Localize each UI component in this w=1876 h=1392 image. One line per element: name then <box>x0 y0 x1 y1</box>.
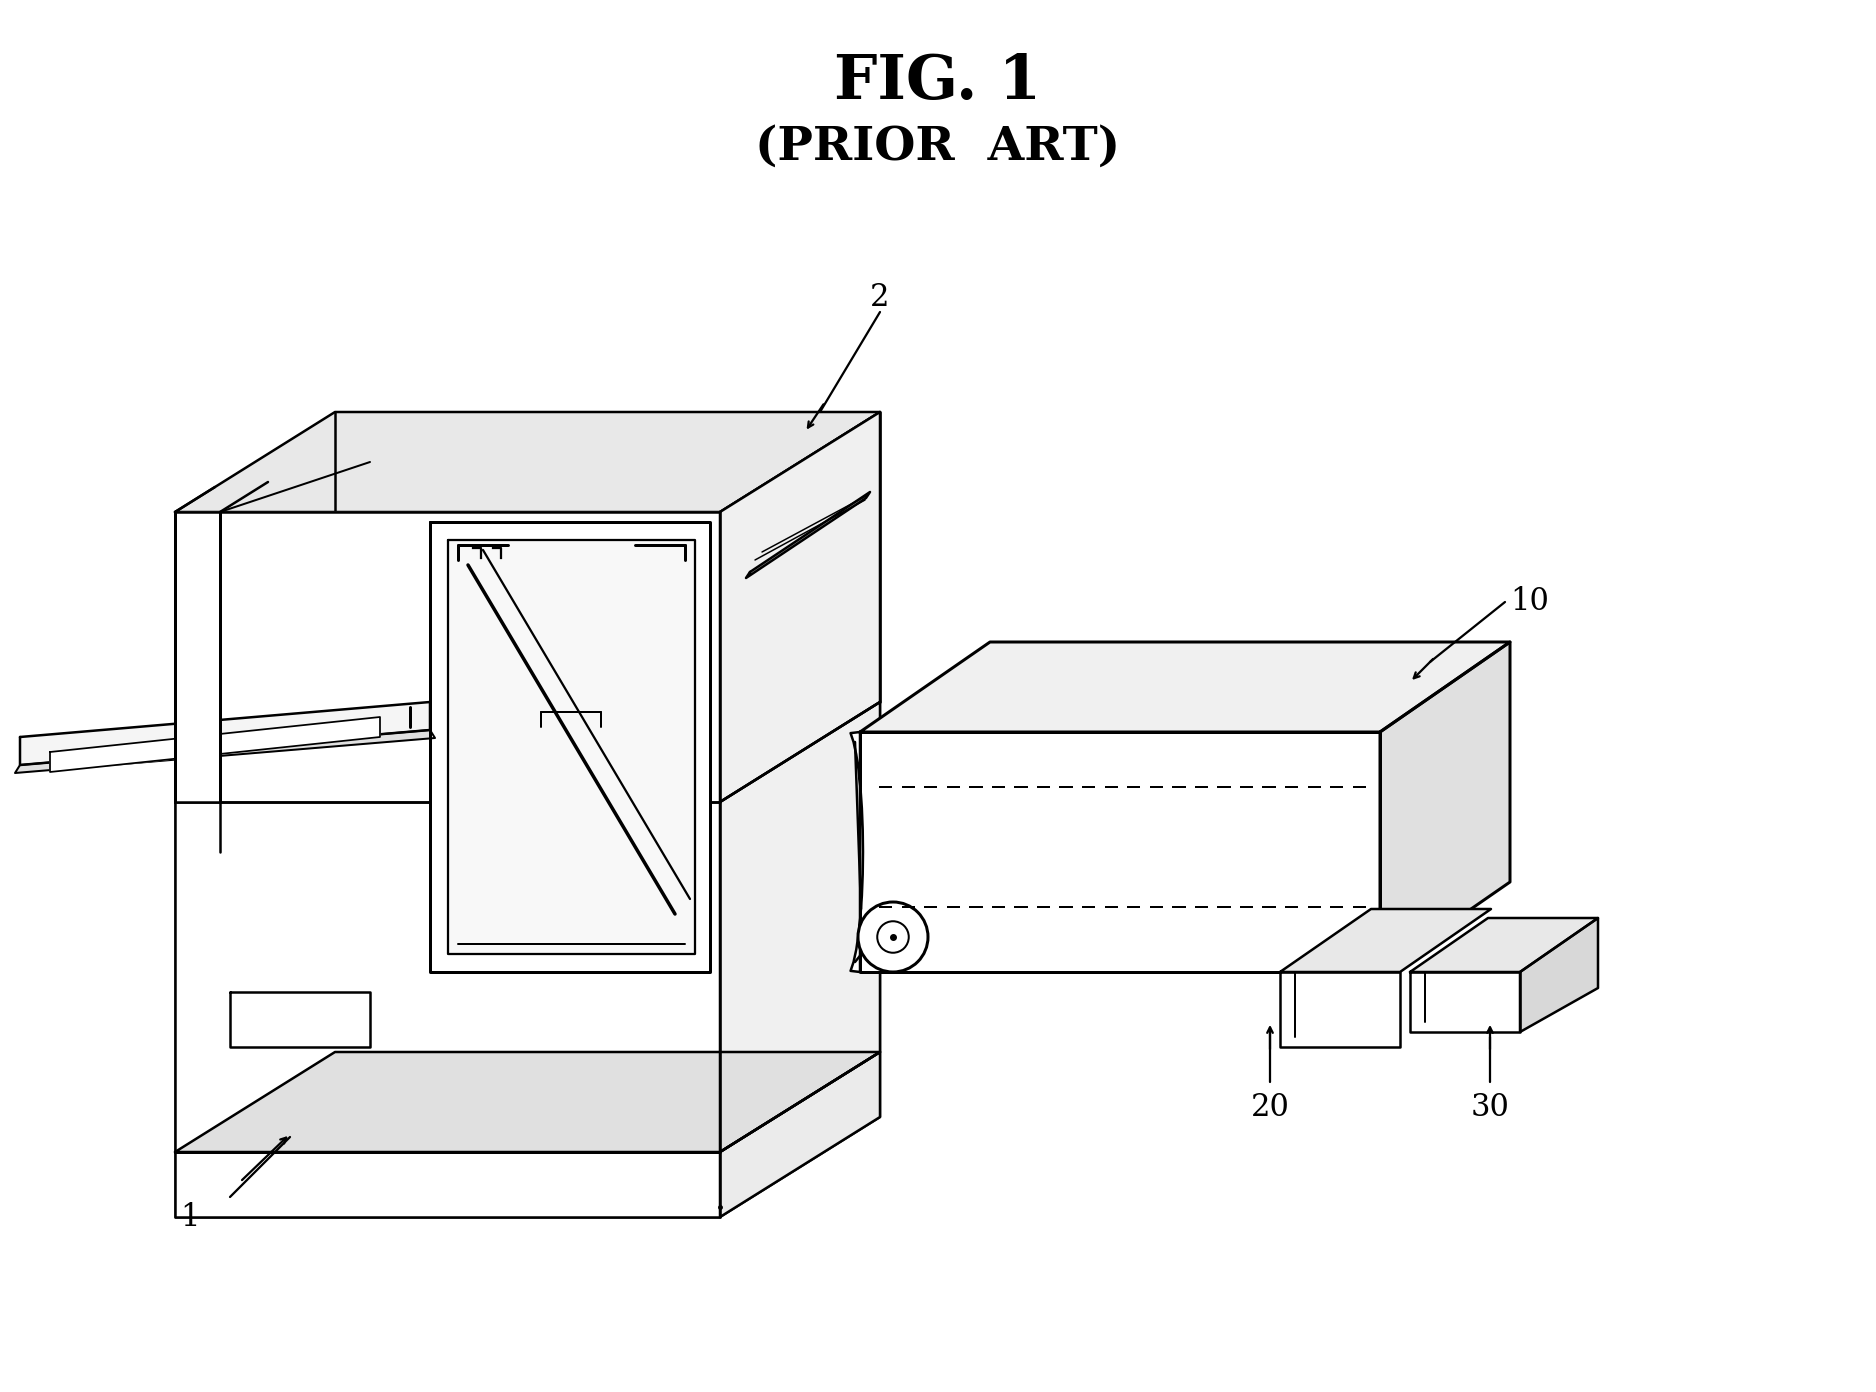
Circle shape <box>857 902 929 972</box>
Polygon shape <box>174 412 880 512</box>
Text: 1: 1 <box>180 1201 199 1232</box>
Polygon shape <box>747 491 870 578</box>
Polygon shape <box>720 412 880 1217</box>
Text: 30: 30 <box>1471 1091 1510 1122</box>
Polygon shape <box>174 1153 720 1217</box>
Polygon shape <box>1520 917 1598 1031</box>
Polygon shape <box>1381 642 1510 972</box>
Polygon shape <box>15 729 435 773</box>
Polygon shape <box>174 512 219 802</box>
Polygon shape <box>1279 972 1399 1047</box>
Polygon shape <box>720 702 880 1153</box>
Polygon shape <box>859 642 1510 732</box>
Polygon shape <box>850 732 863 972</box>
Text: 2: 2 <box>870 281 889 312</box>
Polygon shape <box>174 802 720 1153</box>
Polygon shape <box>448 540 694 954</box>
Text: FIG. 1: FIG. 1 <box>835 52 1041 111</box>
Polygon shape <box>231 992 370 1047</box>
Polygon shape <box>174 512 720 802</box>
Polygon shape <box>1279 909 1491 972</box>
Polygon shape <box>1411 917 1598 972</box>
Polygon shape <box>174 512 720 1217</box>
Polygon shape <box>174 1052 880 1153</box>
Text: (PRIOR  ART): (PRIOR ART) <box>756 124 1120 170</box>
Polygon shape <box>51 717 381 773</box>
Polygon shape <box>859 732 1381 972</box>
Text: 20: 20 <box>1251 1091 1289 1122</box>
Polygon shape <box>720 412 880 802</box>
Text: 10: 10 <box>1510 586 1550 618</box>
Polygon shape <box>1411 972 1520 1031</box>
Polygon shape <box>430 522 709 972</box>
Polygon shape <box>720 1052 880 1217</box>
Polygon shape <box>21 702 430 766</box>
